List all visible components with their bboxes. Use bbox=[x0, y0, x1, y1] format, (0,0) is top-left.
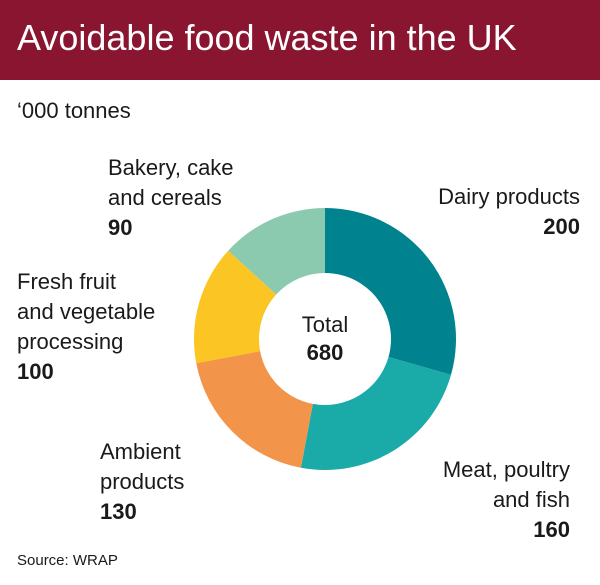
data-label: 90 bbox=[108, 215, 133, 240]
donut-slice-bakery bbox=[228, 208, 325, 295]
donut-slice-fresh bbox=[194, 250, 277, 364]
data-label: 160 bbox=[533, 517, 570, 542]
header-banner: Avoidable food waste in the UK bbox=[0, 0, 600, 80]
slice-label-fresh: Fresh fruit and vegetable processing 100 bbox=[17, 267, 155, 387]
data-label: 100 bbox=[17, 359, 54, 384]
donut-slice-dairy bbox=[325, 208, 456, 375]
donut-slice-ambient bbox=[196, 351, 313, 468]
slice-label-ambient: Ambient products 130 bbox=[100, 437, 184, 527]
category-label: Dairy products bbox=[438, 184, 580, 209]
slice-label-bakery: Bakery, cake and cereals 90 bbox=[108, 153, 234, 243]
slice-label-dairy: Dairy products 200 bbox=[438, 182, 580, 242]
category-label: Bakery, cake and cereals bbox=[108, 155, 234, 210]
category-label: Fresh fruit and vegetable processing bbox=[17, 269, 156, 354]
category-label: Meat, poultry and fish bbox=[442, 457, 570, 512]
data-label: 130 bbox=[100, 499, 137, 524]
slice-label-meat: Meat, poultry and fish 160 bbox=[443, 455, 570, 545]
category-label: Ambient products bbox=[100, 439, 185, 494]
chart-title: Avoidable food waste in the UK bbox=[17, 17, 517, 58]
donut-center-total: Total 680 bbox=[275, 311, 375, 367]
donut-slice-meat bbox=[300, 357, 451, 470]
source-note: Source: WRAP bbox=[17, 552, 118, 569]
unit-label: ‘000 tonnes bbox=[17, 98, 131, 123]
total-label: Total bbox=[301, 312, 349, 337]
data-label: 200 bbox=[543, 214, 580, 239]
total-value: 680 bbox=[306, 340, 344, 365]
